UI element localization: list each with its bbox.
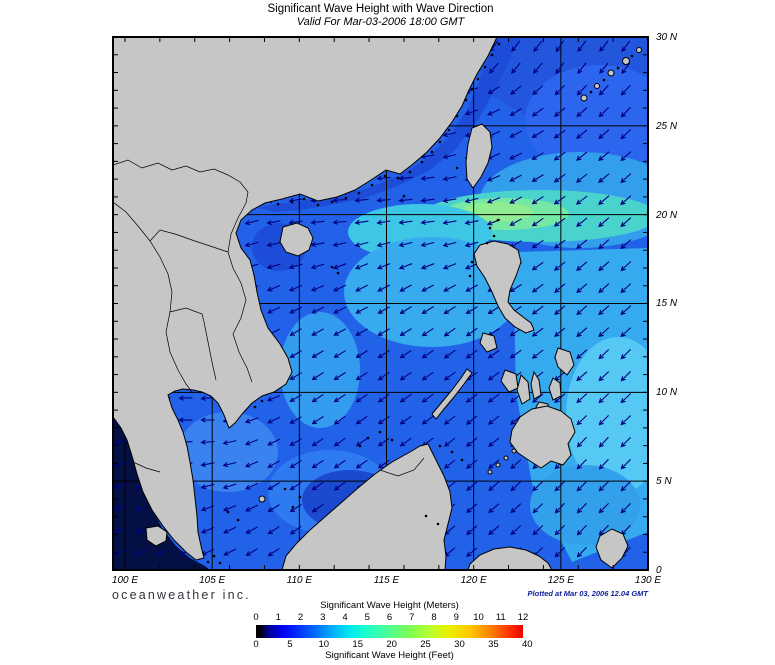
- colorbar-meters-tick: 11: [495, 612, 506, 623]
- colorbar-feet-tick: 35: [488, 639, 499, 650]
- lon-tick-label: 110 E: [286, 575, 313, 586]
- lon-tick-label: 130 E: [634, 575, 662, 586]
- page-title: Significant Wave Height with Wave Direct…: [267, 3, 494, 15]
- colorbar-feet-tick: 0: [253, 639, 259, 650]
- colorbar-feet-tick: 10: [318, 639, 330, 650]
- colorbar-meters-tick: 3: [320, 612, 326, 623]
- colorbar-meters-tick: 9: [453, 612, 459, 623]
- land-masses: [113, 37, 642, 570]
- map-frame: [112, 36, 649, 571]
- lon-tick-label: 115 E: [373, 575, 400, 586]
- lat-tick-label: 5 N: [656, 476, 672, 488]
- colorbar-feet-tick: 25: [420, 639, 431, 650]
- colorbar-meters-tick: 8: [431, 612, 437, 623]
- lat-tick-label: 0: [656, 565, 662, 576]
- colorbar-meters-tick: 4: [342, 612, 348, 623]
- valid-time-subtitle: Valid For Mar-03-2006 18:00 GMT: [296, 16, 465, 28]
- colorbar-meters-tick: 6: [386, 612, 393, 623]
- colorbar-meters-tick: 10: [473, 612, 484, 623]
- country-borders: [113, 159, 425, 477]
- lat-tick-label: 25 N: [656, 120, 678, 132]
- colorbar-meters-tick: 0: [253, 612, 259, 623]
- plotted-timestamp: Plotted at Mar 03, 2006 12.04 GMT: [527, 589, 648, 598]
- lat-tick-label: 15 N: [656, 298, 678, 310]
- lat-tick-label: 10 N: [656, 387, 678, 399]
- oceanweather-logo-text: oceanweather inc.: [112, 588, 251, 602]
- colorbar-feet-tick: 30: [454, 639, 465, 650]
- colorbar-meters-tick: 12: [517, 612, 529, 623]
- colorbar-feet-label: Significant Wave Height (Feet): [325, 650, 454, 661]
- island-specks: [206, 42, 634, 565]
- colorbar-meters-tick: 2: [297, 612, 304, 623]
- lon-tick-label: 120 E: [460, 575, 487, 586]
- colorbar-feet-tick: 5: [287, 639, 293, 650]
- lon-tick-label: 100 E: [111, 575, 139, 586]
- colorbar-feet-tick: 15: [352, 639, 363, 650]
- lon-tick-label: 125 E: [547, 575, 574, 586]
- colorbar-feet-tick: 20: [386, 639, 397, 650]
- lat-tick-label: 30 N: [656, 31, 678, 43]
- lat-tick-label: 20 N: [656, 209, 678, 221]
- colorbar-feet-tick: 40: [521, 639, 533, 650]
- colorbar-meters-tick: 7: [409, 612, 415, 623]
- lon-tick-label: 105 E: [199, 575, 226, 586]
- colorbar-gradient: [256, 625, 523, 638]
- colorbar-meters-label: Significant Wave Height (Meters): [320, 600, 459, 611]
- colorbar-meters-tick: 1: [275, 612, 281, 623]
- colorbar-meters-tick: 5: [364, 612, 370, 623]
